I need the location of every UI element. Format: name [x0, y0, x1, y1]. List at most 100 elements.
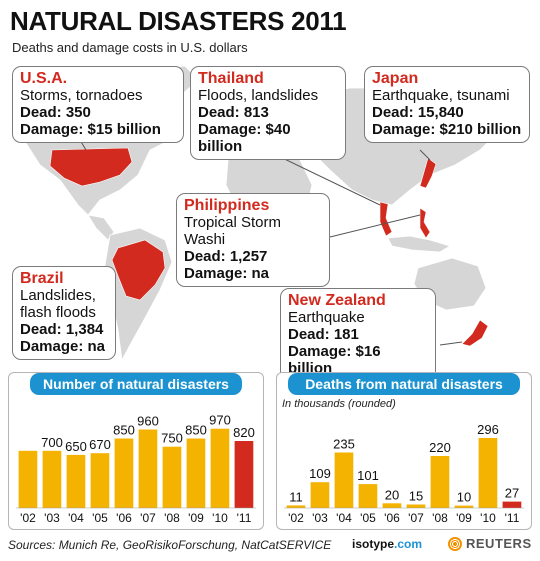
deaths-year-label: '04	[336, 511, 352, 525]
deaths-value-label: 296	[477, 422, 499, 437]
reuters-dots-icon	[448, 536, 462, 551]
usa-highlight	[49, 147, 133, 187]
disaster-count-year-label: '07	[140, 511, 156, 525]
disaster-type: Tropical Storm Washi	[184, 214, 281, 248]
new-zealand-highlight	[461, 319, 489, 347]
japan-highlight	[419, 157, 437, 189]
disaster-count-value-label: 850	[113, 423, 135, 438]
death-count: Dead: 15,840	[372, 104, 464, 121]
country-name: New Zealand	[288, 292, 386, 309]
brazil-highlight	[111, 239, 166, 301]
disaster-count-year-label: '02	[20, 511, 36, 525]
deaths-bar-08	[430, 456, 450, 508]
deaths-bar-11	[502, 501, 522, 508]
deaths-value-label: 109	[309, 466, 331, 481]
damage-cost: Damage: na	[20, 338, 106, 355]
callout-philippines: Philippines Tropical Storm Washi Dead: 1…	[176, 193, 330, 287]
disaster-count-year-label: '08	[164, 511, 180, 525]
disaster-count-chart: '02 700 '03 650 '04 670 '05 850 '06 960 '07 750 '08 8…	[16, 413, 256, 525]
deaths-value-label: 101	[357, 468, 379, 483]
disaster-count-title: Number of natural disasters	[30, 373, 242, 395]
disaster-count-value-label: 850	[185, 423, 207, 438]
disaster-count-year-label: '05	[92, 511, 108, 525]
deaths-year-label: '09	[456, 511, 472, 525]
deaths-year-label: '06	[384, 511, 400, 525]
disaster-count-year-label: '03	[44, 511, 60, 525]
disaster-count-year-label: '09	[188, 511, 204, 525]
disaster-count-year-label: '11	[237, 511, 252, 525]
disaster-count-bar-09	[186, 438, 206, 508]
death-count: Dead: 1,384	[20, 321, 104, 338]
disaster-count-bar-03	[42, 450, 62, 508]
country-name: U.S.A.	[20, 70, 68, 87]
callout-brazil: Brazil Landslides, flash floods Dead: 1,…	[12, 266, 116, 360]
deaths-title: Deaths from natural disasters	[288, 373, 520, 395]
disaster-count-value-label: 650	[65, 439, 87, 454]
deaths-bar-09	[454, 505, 474, 508]
page-title: NATURAL DISASTERS 2011	[10, 6, 347, 36]
death-count: Dead: 350	[20, 104, 91, 121]
deaths-value-label: 220	[429, 440, 451, 455]
disaster-type: Floods, landslides	[198, 87, 319, 104]
disaster-count-bar-06	[114, 438, 134, 508]
disaster-count-bar-02	[18, 450, 38, 508]
callout-new-zealand: New Zealand Earthquake Dead: 181 Damage:…	[280, 288, 436, 382]
country-name: Thailand	[198, 70, 264, 87]
disaster-count-year-label: '04	[68, 511, 84, 525]
disaster-type-line2: flash floods	[20, 304, 96, 321]
thailand-highlight	[379, 201, 393, 237]
callout-japan: Japan Earthquake, tsunami Dead: 15,840 D…	[364, 66, 530, 143]
deaths-bar-06	[382, 503, 402, 508]
deaths-year-label: '07	[408, 511, 424, 525]
death-count: Dead: 181	[288, 326, 359, 343]
reuters-text: REUTERS	[466, 536, 532, 551]
deaths-bar-04	[334, 452, 354, 508]
disaster-count-bar-07	[138, 429, 158, 508]
damage-cost: Damage: $40 billion	[198, 121, 291, 155]
deaths-year-label: '05	[360, 511, 376, 525]
indonesia-landmass	[387, 235, 451, 253]
philippines-highlight	[419, 207, 431, 239]
deaths-bar-03	[310, 482, 330, 508]
deaths-value-label: 11	[289, 489, 303, 504]
disaster-count-year-label: '10	[212, 511, 228, 525]
isotype-domain: .com	[394, 537, 423, 551]
disaster-count-value-label: 820	[233, 425, 255, 440]
disaster-type: Earthquake, tsunami	[372, 87, 510, 104]
disaster-count-value-label: 700	[41, 435, 63, 450]
disaster-count-year-label: '06	[116, 511, 132, 525]
country-name: Philippines	[184, 197, 270, 214]
damage-cost: Damage: na	[184, 265, 270, 282]
disaster-type: Earthquake	[288, 309, 365, 326]
isotype-text: isotype	[352, 537, 395, 551]
deaths-year-label: '10	[480, 511, 496, 525]
deaths-value-label: 10	[457, 490, 471, 505]
deaths-bar-02	[286, 505, 306, 508]
damage-cost: Damage: $210 billion	[372, 121, 522, 138]
disaster-count-value-label: 970	[209, 413, 231, 428]
deaths-chart: 11 '02 109 '03 235 '04 101 '05 20 '06 15 '07 220 '08 1…	[284, 422, 524, 525]
disaster-count-bar-10	[210, 428, 230, 508]
disaster-count-bar-04	[66, 454, 86, 508]
deaths-value-label: 235	[333, 437, 355, 452]
country-name: Japan	[372, 70, 419, 87]
deaths-bar-10	[478, 438, 498, 508]
isotype-logo: isotype.com	[352, 537, 422, 551]
disaster-count-value-label: 960	[137, 414, 159, 429]
deaths-value-label: 20	[385, 487, 399, 502]
reuters-logo: REUTERS	[448, 536, 532, 551]
deaths-bar-05	[358, 484, 378, 508]
disaster-count-bar-08	[162, 446, 182, 508]
disaster-type: Storms, tornadoes	[20, 87, 143, 104]
death-count: Dead: 1,257	[184, 248, 268, 265]
deaths-year-label: '02	[288, 511, 304, 525]
deaths-year-label: '03	[312, 511, 328, 525]
page-subtitle: Deaths and damage costs in U.S. dollars	[12, 40, 248, 55]
callout-usa: U.S.A. Storms, tornadoes Dead: 350 Damag…	[12, 66, 184, 143]
deaths-year-label: '11	[505, 511, 520, 525]
disaster-count-bar-05	[90, 453, 110, 508]
death-count: Dead: 813	[198, 104, 269, 121]
deaths-value-label: 27	[505, 486, 519, 501]
disaster-count-bar-11	[234, 441, 254, 508]
disaster-count-value-label: 670	[89, 437, 111, 452]
